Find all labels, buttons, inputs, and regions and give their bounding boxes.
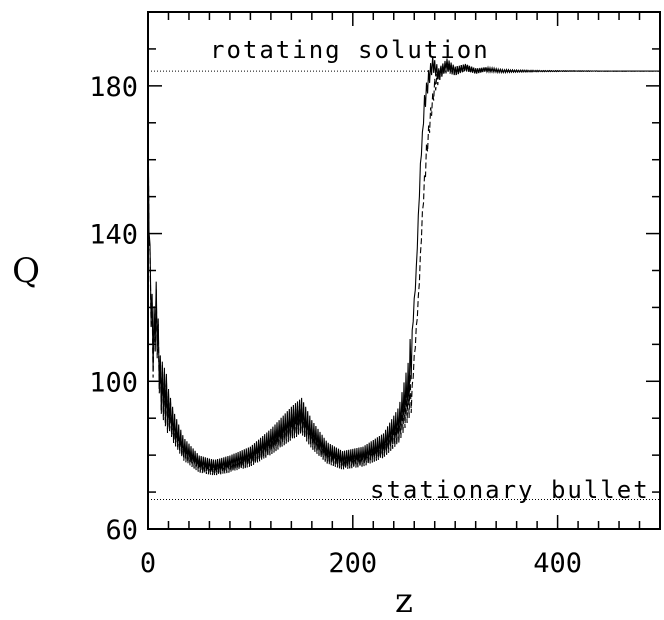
x-axis-label: z [395, 581, 413, 620]
series-line-1 [147, 62, 660, 476]
y-tick-label: 140 [89, 220, 138, 251]
plot-frame [147, 11, 661, 530]
y-tick-label: 100 [89, 367, 138, 398]
annotation-rotating-solution: rotating solution [210, 36, 490, 64]
x-tick-label: 400 [533, 548, 582, 579]
y-axis-label: Q [12, 251, 40, 291]
y-tick-label: 180 [89, 72, 138, 103]
x-tick-label: 0 [140, 548, 156, 579]
x-tick-label: 200 [328, 548, 377, 579]
annotation-stationary-bullet: stationary bullet [370, 476, 650, 504]
y-tick-label: 60 [105, 515, 138, 546]
